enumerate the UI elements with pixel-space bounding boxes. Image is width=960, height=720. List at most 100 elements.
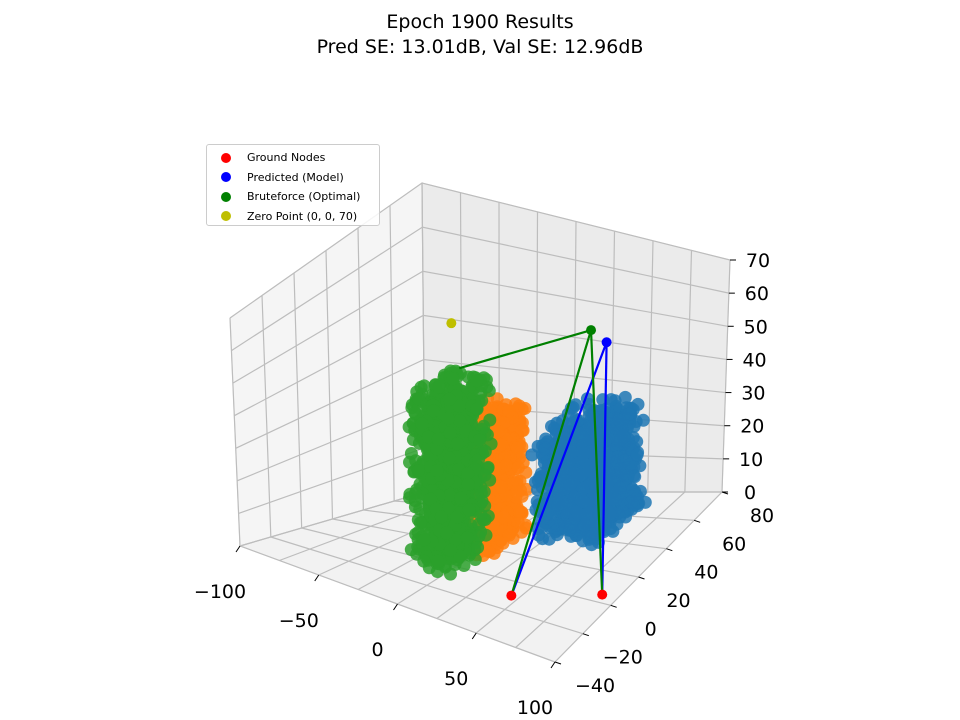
cluster-point xyxy=(494,480,508,494)
cluster-point xyxy=(515,525,529,539)
cluster-point xyxy=(460,531,474,545)
x-tick-label: 50 xyxy=(444,668,468,690)
z-grid-line xyxy=(234,314,727,417)
x-tick-mark xyxy=(393,603,398,611)
cluster-point xyxy=(478,444,492,458)
tick-labels: −100−50050100−40−20020406080010203040506… xyxy=(194,250,774,719)
predicted-link xyxy=(510,341,608,596)
x-tick-label: −50 xyxy=(279,610,319,632)
cluster-point xyxy=(539,516,553,530)
legend-marker-predicted xyxy=(221,172,231,183)
cluster-point xyxy=(444,567,457,581)
z-tick-label: 20 xyxy=(740,416,764,438)
cluster-point xyxy=(502,404,516,418)
cluster-point xyxy=(473,433,486,447)
z-grid-line xyxy=(229,182,731,319)
legend-item-ground: Ground Nodes xyxy=(207,148,379,168)
cluster-point xyxy=(475,494,489,508)
z-tick-label: 70 xyxy=(746,250,770,272)
cluster-point xyxy=(424,492,438,506)
cluster-point xyxy=(604,393,618,407)
cluster-point xyxy=(414,380,428,394)
cluster-point xyxy=(631,397,645,411)
cluster-point xyxy=(495,438,508,452)
cluster-point xyxy=(624,495,638,509)
z-grid-line xyxy=(231,226,729,352)
cluster-point xyxy=(470,374,484,388)
cluster-point xyxy=(479,528,493,542)
cluster-point xyxy=(478,468,492,482)
bruteforce-link xyxy=(459,329,592,370)
cluster-point xyxy=(452,399,466,413)
z-tick-label: 0 xyxy=(744,482,756,504)
cluster-point xyxy=(563,523,577,537)
cluster-point xyxy=(468,553,482,566)
cluster-point xyxy=(444,543,458,557)
predicted-link xyxy=(601,342,608,595)
cluster-point xyxy=(502,528,516,542)
cluster-point xyxy=(520,482,534,496)
z-tick-label: 10 xyxy=(739,449,763,471)
cluster-point xyxy=(404,543,418,557)
cluster-point xyxy=(446,372,460,386)
z-grid-line xyxy=(232,270,728,384)
cluster-point xyxy=(442,501,455,515)
cluster-point xyxy=(595,414,609,428)
cluster-point xyxy=(409,486,422,500)
cluster-point xyxy=(518,401,532,415)
ground-node-point xyxy=(597,589,608,600)
z-tick-label: 30 xyxy=(741,383,765,405)
cluster-point xyxy=(450,510,464,524)
y-tick-mark xyxy=(666,548,673,552)
cluster-point xyxy=(431,554,445,568)
cluster-point xyxy=(636,413,650,427)
cluster-point xyxy=(417,533,431,547)
cluster-point xyxy=(427,404,440,418)
cluster-point xyxy=(613,434,627,448)
cluster-point xyxy=(515,423,529,437)
y-tick-mark xyxy=(554,661,562,665)
cluster-point xyxy=(623,458,637,471)
cluster-point xyxy=(562,455,576,469)
cluster-point xyxy=(453,549,467,563)
cluster-point xyxy=(510,485,524,499)
cluster-point xyxy=(511,504,525,518)
cluster-point xyxy=(461,467,475,480)
cluster-point xyxy=(415,417,429,431)
y-tick-label: 0 xyxy=(645,618,657,640)
predicted-point xyxy=(601,337,612,348)
cluster-point xyxy=(461,477,475,491)
cluster-point xyxy=(499,458,513,472)
cluster-point xyxy=(443,488,457,502)
cluster-point xyxy=(462,503,476,517)
x-tick-label: 0 xyxy=(371,639,383,661)
cluster-point xyxy=(417,554,431,568)
x-tick-label: −100 xyxy=(194,581,246,603)
legend-item-predicted: Predicted (Model) xyxy=(207,168,379,188)
z-tick-label: 60 xyxy=(745,283,769,305)
cluster-point xyxy=(430,442,444,456)
y-tick-label: 60 xyxy=(722,533,746,555)
cluster-point xyxy=(440,526,454,540)
z-grid-line xyxy=(235,358,726,449)
x-tick-label: 100 xyxy=(517,697,553,719)
cluster-point xyxy=(565,445,579,459)
cluster-point xyxy=(551,498,565,512)
zero-point xyxy=(446,318,457,329)
legend-label-ground: Ground Nodes xyxy=(247,151,326,165)
x-tick-mark xyxy=(550,661,556,669)
cluster-point xyxy=(626,483,640,497)
legend-label-bruteforce: Bruteforce (Optimal) xyxy=(247,190,361,204)
y-tick-label: −40 xyxy=(575,675,615,697)
cluster-point xyxy=(442,392,456,406)
cluster-point xyxy=(627,469,641,483)
cluster-point xyxy=(575,429,588,443)
z-tick-label: 40 xyxy=(742,349,766,371)
y-tick-mark xyxy=(694,519,701,523)
legend: Ground Nodes Predicted (Model) Bruteforc… xyxy=(206,144,380,226)
cluster-point xyxy=(413,516,427,530)
cluster-point xyxy=(454,491,468,505)
cluster-point xyxy=(611,450,624,464)
chart-subtitle: Pred SE: 13.01dB, Val SE: 12.96dB xyxy=(316,36,644,58)
legend-marker-zero-point xyxy=(221,211,231,222)
